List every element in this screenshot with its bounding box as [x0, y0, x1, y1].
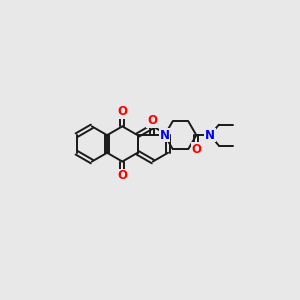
- Text: N: N: [160, 129, 170, 142]
- Text: O: O: [117, 169, 127, 182]
- Text: N: N: [205, 129, 215, 142]
- Text: O: O: [191, 143, 201, 156]
- Text: O: O: [117, 105, 127, 119]
- Text: O: O: [147, 114, 157, 127]
- Text: N: N: [160, 129, 170, 142]
